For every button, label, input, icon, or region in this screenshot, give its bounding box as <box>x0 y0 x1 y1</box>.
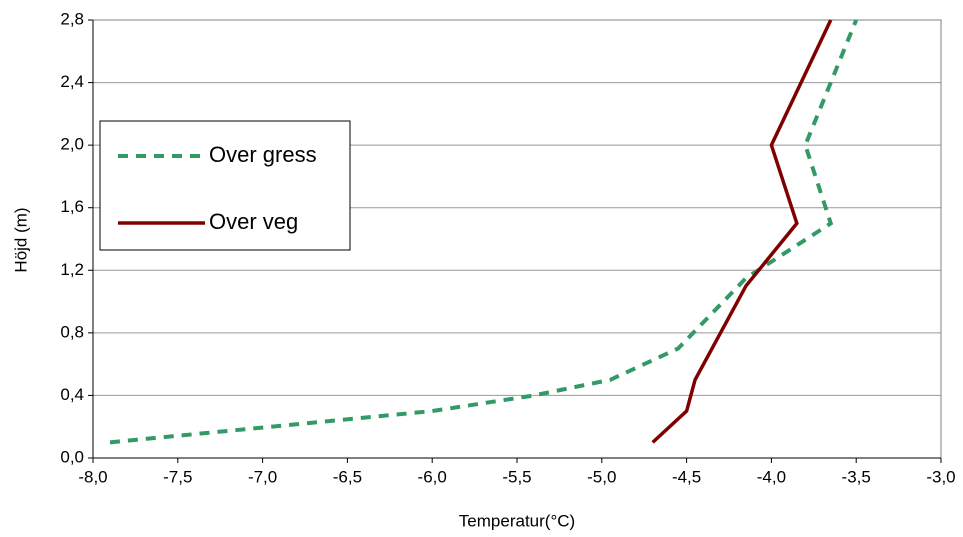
y-tick-label: 2,4 <box>60 72 84 91</box>
legend-box <box>99 120 351 251</box>
x-tick-label: -6,0 <box>418 467 447 486</box>
legend-label: Over veg <box>209 209 298 234</box>
x-tick-label: -3,5 <box>842 467 871 486</box>
x-tick-label: -5,5 <box>502 467 531 486</box>
series-line <box>109 19 859 445</box>
y-tick-label: 0,4 <box>60 385 84 404</box>
x-tick-label: -6,5 <box>333 467 362 486</box>
y-axis-title: Höjd (m) <box>11 207 30 272</box>
x-tick-label: -7,5 <box>163 467 192 486</box>
y-tick-label: 2,0 <box>60 135 84 154</box>
legend-label: Over gress <box>209 142 317 167</box>
x-tick-label: -7,0 <box>248 467 277 486</box>
x-tick-label: -5,0 <box>587 467 616 486</box>
x-tick-label: -3,0 <box>926 467 955 486</box>
series-line <box>651 19 833 444</box>
x-tick-label: -8,0 <box>78 467 107 486</box>
x-tick-label: -4,0 <box>757 467 786 486</box>
x-axis-title: Temperatur(°C) <box>459 511 575 530</box>
x-tick-label: -4,5 <box>672 467 701 486</box>
y-tick-label: 1,2 <box>60 260 84 279</box>
y-tick-label: 2,8 <box>60 9 84 28</box>
y-tick-label: 0,8 <box>60 322 84 341</box>
y-tick-label: 1,6 <box>60 197 84 216</box>
y-tick-label: 0,0 <box>60 447 84 466</box>
